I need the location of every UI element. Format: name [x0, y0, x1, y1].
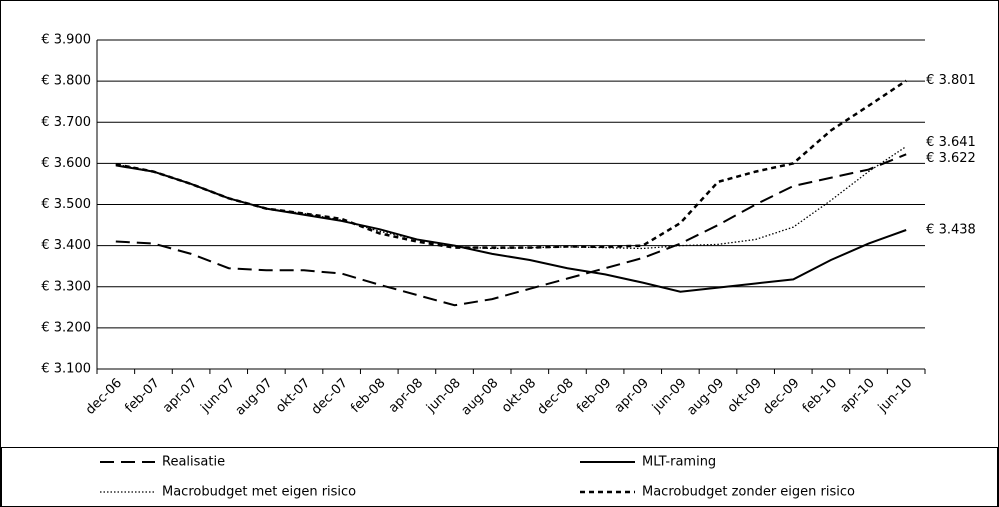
y-tick-label: € 3.700 — [41, 115, 91, 130]
y-tick-label: € 3.200 — [41, 320, 91, 335]
legend-frame — [1, 447, 998, 507]
data-label: € 3.801 — [926, 73, 976, 88]
y-tick-label: € 3.600 — [41, 156, 91, 171]
y-tick-label: € 3.800 — [41, 74, 91, 89]
y-tick-label: € 3.500 — [41, 197, 91, 212]
y-tick-label: € 3.900 — [41, 33, 91, 48]
y-tick-label: € 3.400 — [41, 238, 91, 253]
data-label: € 3.438 — [926, 222, 976, 237]
legend-label: Macrobudget zonder eigen risico — [642, 485, 855, 500]
series-line — [115, 153, 907, 307]
y-tick-label: € 3.100 — [41, 362, 91, 377]
legend-label: MLT-raming — [642, 455, 716, 470]
data-label: € 3.641 — [926, 135, 976, 150]
legend-label: Macrobudget met eigen risico — [162, 485, 356, 500]
y-tick-label: € 3.300 — [41, 279, 91, 294]
data-label: € 3.622 — [926, 151, 976, 166]
legend-label: Realisatie — [162, 455, 225, 470]
series-line — [115, 79, 907, 249]
